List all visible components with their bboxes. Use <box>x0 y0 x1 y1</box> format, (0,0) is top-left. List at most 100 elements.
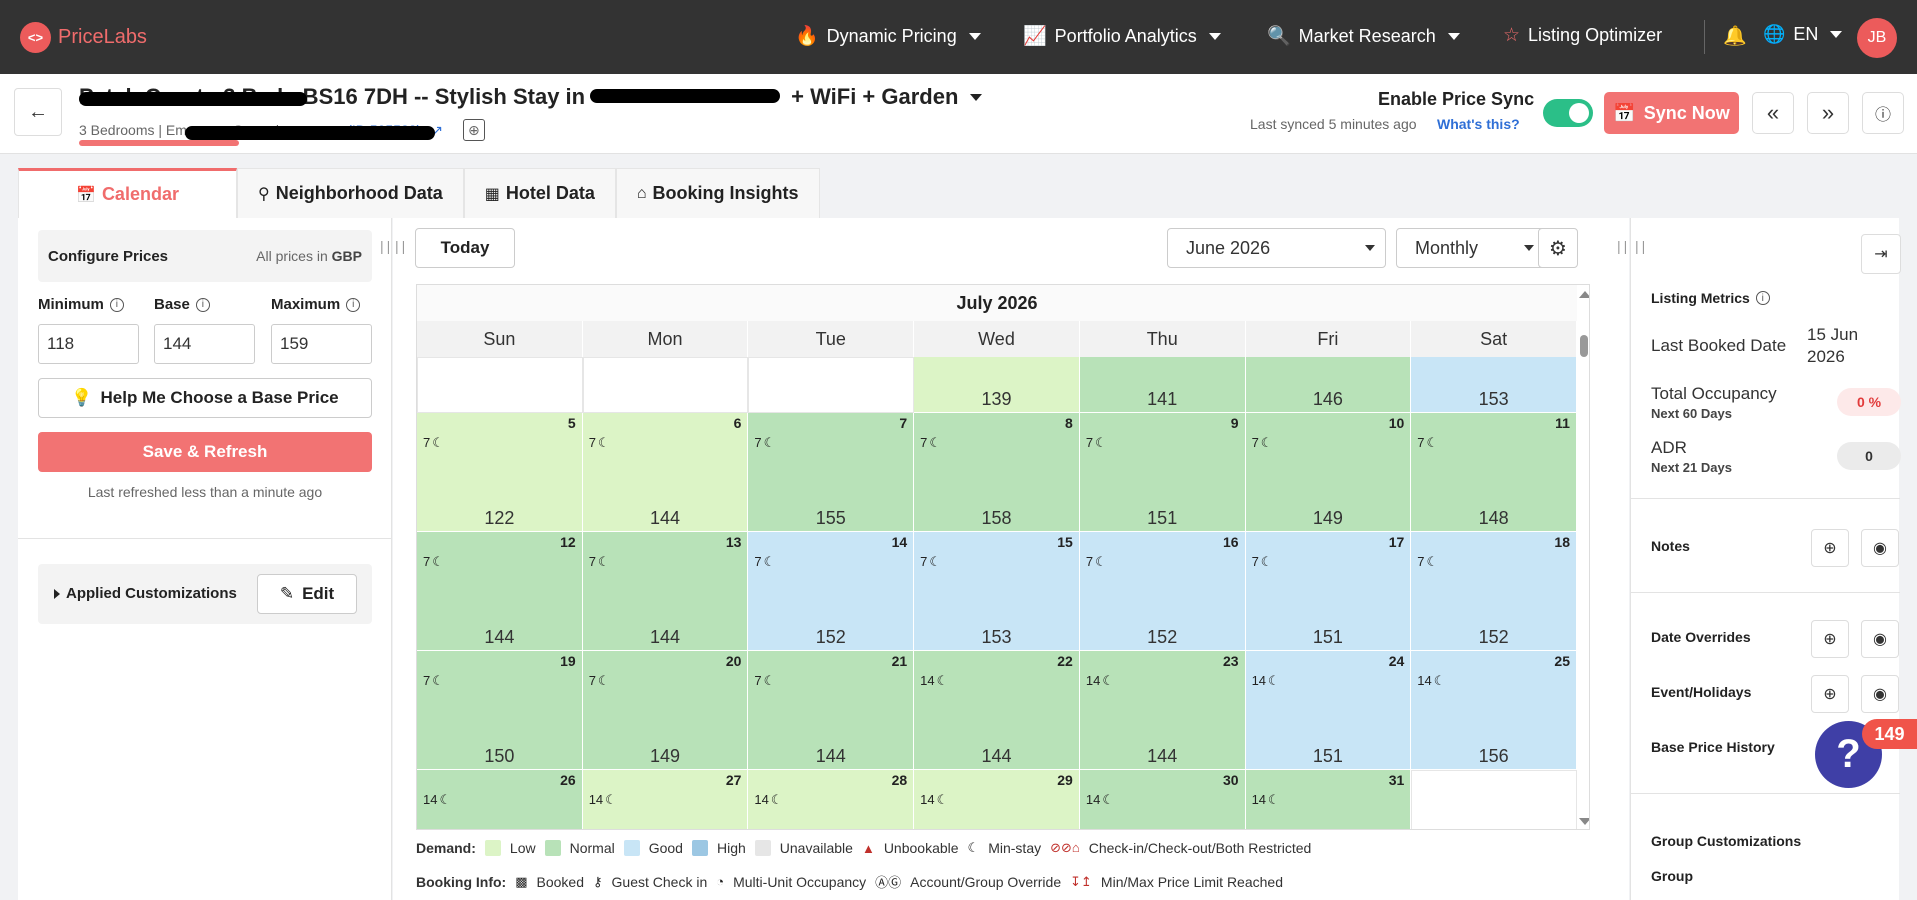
today-button[interactable]: Today <box>415 228 515 268</box>
calendar-day-cell[interactable]: 146 <box>1245 357 1412 413</box>
view-date-overrides-button[interactable]: ◉ <box>1861 620 1899 658</box>
calendar-day-cell[interactable]: 10 7 ☾ 149 <box>1245 413 1412 532</box>
scroll-down-icon[interactable] <box>1579 818 1589 825</box>
collapse-panel-button[interactable]: ⇥ <box>1861 234 1901 274</box>
min-stay-nights: 7 <box>588 435 596 450</box>
resize-handle-icon[interactable]: || <box>395 238 409 254</box>
minimum-price-input[interactable] <box>38 324 139 364</box>
price-sync-toggle[interactable] <box>1543 99 1593 127</box>
add-note-button[interactable]: ⊕ <box>1811 529 1849 567</box>
calendar-day-cell[interactable]: 9 7 ☾ 151 <box>1079 413 1246 532</box>
resize-handle-icon[interactable]: || <box>1635 238 1649 254</box>
calendar-day-cell[interactable]: 5 7 ☾ 122 <box>417 413 583 532</box>
month-select[interactable]: June 2026 <box>1167 228 1386 268</box>
day-price: 153 <box>1478 389 1509 409</box>
tab-neighborhood-data[interactable]: ⚲ Neighborhood Data <box>237 168 464 218</box>
add-date-override-button[interactable]: ⊕ <box>1811 620 1849 658</box>
notification-badge[interactable]: 149 <box>1862 719 1917 749</box>
calendar-day-cell[interactable]: 141 <box>1079 357 1246 413</box>
calendar-day-cell[interactable]: 139 <box>914 357 1080 413</box>
calendar-day-cell[interactable]: 31 14 ☾ <box>1245 770 1412 829</box>
calendar-day-cell[interactable]: 27 14 ☾ <box>582 770 749 829</box>
double-chevron-right-icon: » <box>1821 100 1835 125</box>
occupancy-badge: 0 % <box>1837 388 1901 416</box>
calendar-day-cell[interactable]: 15 7 ☾ 153 <box>914 532 1080 651</box>
help-button[interactable]: ⓘ <box>1862 92 1904 134</box>
day-number: 13 <box>725 534 742 550</box>
chevron-down-icon <box>968 32 981 40</box>
calendar-day-cell[interactable]: 12 7 ☾ 144 <box>417 532 583 651</box>
nav-portfolio-analytics[interactable]: 📈 Portfolio Analytics <box>1023 24 1221 48</box>
calendar-empty-cell <box>582 357 749 413</box>
language-selector[interactable]: 🌐 EN <box>1763 24 1843 45</box>
base-price-input[interactable] <box>154 324 255 364</box>
nav-listing-optimizer[interactable]: ☆ Listing Optimizer <box>1503 24 1662 47</box>
nav-label: Listing Optimizer <box>1528 25 1663 45</box>
min-stay-nights: 14 <box>1085 792 1101 807</box>
calendar-day-cell[interactable]: 18 7 ☾ 152 <box>1411 532 1577 651</box>
calendar-day-cell[interactable]: 21 7 ☾ 144 <box>748 651 915 770</box>
info-icon[interactable]: i <box>346 297 361 312</box>
calendar-day-cell[interactable]: 153 <box>1411 357 1577 413</box>
calendar-day-cell[interactable]: 25 14 ☾ 156 <box>1411 651 1577 770</box>
calendar-day-cell[interactable]: 30 14 ☾ <box>1079 770 1246 829</box>
calendar-day-cell[interactable]: 24 14 ☾ 151 <box>1245 651 1412 770</box>
calendar-day-cell[interactable]: 17 7 ☾ 151 <box>1245 532 1412 651</box>
tab-calendar[interactable]: 📅 Calendar <box>18 168 237 218</box>
view-notes-button[interactable]: ◉ <box>1861 529 1899 567</box>
edit-button[interactable]: ✎ Edit <box>257 574 357 614</box>
previous-listing-button[interactable]: « <box>1752 92 1794 134</box>
nav-market-research[interactable]: 🔍 Market Research <box>1267 24 1460 48</box>
sync-now-button[interactable]: 📅 Sync Now <box>1604 92 1739 134</box>
save-refresh-button[interactable]: Save & Refresh <box>38 432 372 472</box>
applied-customizations-toggle[interactable]: Applied Customizations <box>54 585 237 602</box>
next-listing-button[interactable]: » <box>1807 92 1849 134</box>
bell-icon[interactable]: 🔔 <box>1723 26 1747 47</box>
add-circle-icon[interactable]: ⊕ <box>462 119 485 141</box>
add-event-button[interactable]: ⊕ <box>1811 675 1849 713</box>
nav-dynamic-pricing[interactable]: 🔥 Dynamic Pricing <box>795 24 981 48</box>
base-price-history-label[interactable]: Base Price History <box>1651 739 1775 755</box>
calendar-day-cell[interactable]: 6 7 ☾ 144 <box>582 413 749 532</box>
back-button[interactable]: ← <box>14 88 62 136</box>
calendar-day-cell[interactable]: 29 14 ☾ <box>914 770 1080 829</box>
calendar-day-cell[interactable]: 8 7 ☾ 158 <box>914 413 1080 532</box>
tab-booking-insights[interactable]: ⌂ Booking Insights <box>615 168 820 218</box>
day-price: 139 <box>981 389 1012 409</box>
info-icon[interactable]: i <box>109 297 124 312</box>
info-icon[interactable]: i <box>1755 291 1770 305</box>
calendar-day-cell[interactable]: 11 7 ☾ 148 <box>1411 413 1577 532</box>
calendar-day-cell[interactable]: 23 14 ☾ 144 <box>1079 651 1246 770</box>
scroll-thumb[interactable] <box>1580 335 1588 357</box>
resize-handle-icon[interactable]: || <box>380 238 394 254</box>
legend-min-stay: Min-stay <box>988 840 1042 856</box>
min-stay: 7 ☾ <box>754 554 775 570</box>
legend-swatch-unavailable <box>754 840 771 856</box>
calendar-day-cell[interactable]: 16 7 ☾ 152 <box>1079 532 1246 651</box>
calendar-day-cell[interactable]: 19 7 ☾ 150 <box>417 651 583 770</box>
calendar-day-cell[interactable]: 26 14 ☾ <box>417 770 583 829</box>
scroll-up-icon[interactable] <box>1579 291 1589 298</box>
moon-icon: ☾ <box>763 673 776 688</box>
calendar-day-cell[interactable]: 28 14 ☾ <box>748 770 915 829</box>
min-stay: 14 ☾ <box>1086 792 1114 808</box>
calendar-day-cell[interactable]: 13 7 ☾ 144 <box>582 532 749 651</box>
nav-label: Market Research <box>1298 25 1436 46</box>
resize-handle-icon[interactable]: || <box>1617 238 1631 254</box>
view-events-button[interactable]: ◉ <box>1861 675 1899 713</box>
calendar-scrollbar[interactable] <box>1578 285 1589 829</box>
calendar-settings-button[interactable]: ⚙ <box>1538 228 1578 268</box>
calendar-day-cell[interactable]: 7 7 ☾ 155 <box>748 413 915 532</box>
avatar[interactable]: JB <box>1857 18 1897 58</box>
calendar-day-cell[interactable]: 22 14 ☾ 144 <box>914 651 1080 770</box>
maximum-price-input[interactable] <box>271 324 372 364</box>
whats-this-link[interactable]: What's this? <box>1437 116 1520 132</box>
view-select[interactable]: Monthly <box>1396 228 1545 268</box>
external-link-icon[interactable]: ↗ <box>431 121 443 138</box>
pricelabs-logo[interactable]: <> PriceLabs <box>20 22 147 53</box>
tab-hotel-data[interactable]: ▦ Hotel Data <box>463 168 616 218</box>
calendar-day-cell[interactable]: 14 7 ☾ 152 <box>748 532 915 651</box>
calendar-day-cell[interactable]: 20 7 ☾ 149 <box>582 651 749 770</box>
info-icon[interactable]: i <box>195 297 210 312</box>
help-choose-base-price-button[interactable]: 💡 Help Me Choose a Base Price <box>38 378 372 418</box>
